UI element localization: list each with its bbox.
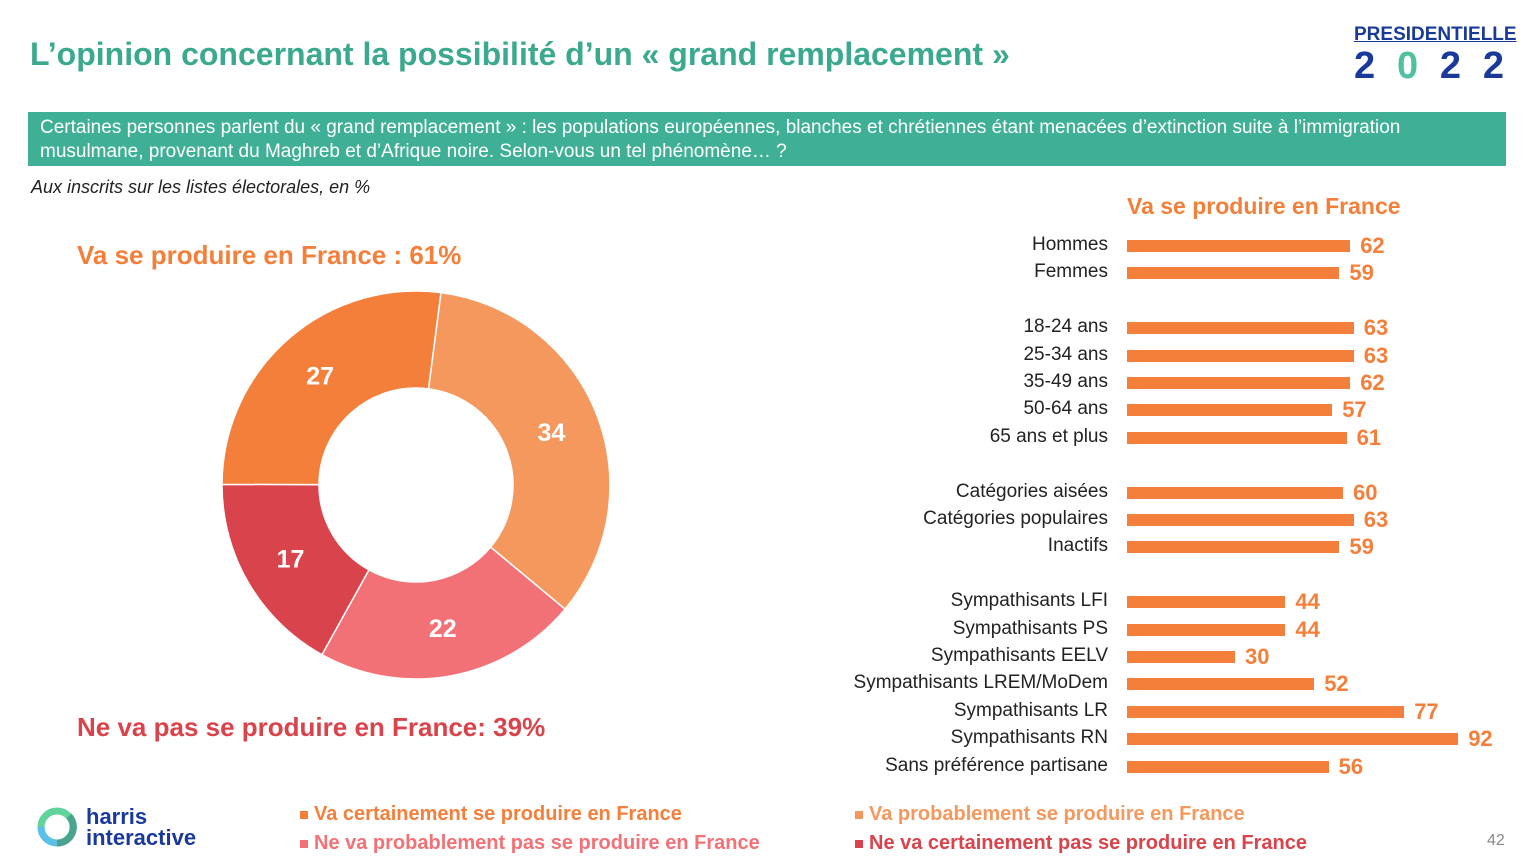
bar <box>1127 240 1351 252</box>
bar-row: Inactifs 59 <box>0 534 1535 560</box>
presidentielle-2022-logo: PRESIDENTIELLE 2 0 2 2 <box>1354 24 1517 87</box>
bar <box>1127 705 1405 718</box>
bar <box>1127 349 1354 362</box>
bar-row: Catégories aisées 60 <box>0 479 1535 505</box>
bar-value-label: 60 <box>1353 479 1378 505</box>
bar-value-label: 52 <box>1324 671 1349 697</box>
page-title: L’opinion concernant la possibilité d’un… <box>30 36 1010 72</box>
bar-value-label: 92 <box>1468 726 1493 752</box>
donut-slice <box>221 290 442 486</box>
bar-row: Sympathisants LREM/MoDem 52 <box>0 671 1535 697</box>
legend-item: Ne va certainement pas se produire en Fr… <box>855 832 1307 855</box>
bar <box>1127 678 1315 691</box>
bar <box>1127 541 1340 554</box>
bar-value-label: 44 <box>1295 589 1320 615</box>
bar-category-label: Hommes <box>1031 234 1108 255</box>
bar-row: Sympathisants PS 44 <box>0 616 1535 642</box>
bar-value-label: 62 <box>1360 233 1385 258</box>
bar-row: Sympathisants LR 77 <box>0 698 1535 724</box>
bar-row: Hommes 62 <box>0 233 1535 258</box>
harris-ring-icon <box>37 807 77 847</box>
bar-row: Sans préférence partisane 56 <box>0 753 1535 779</box>
bar-chart-title: Va se produire en France <box>1127 193 1401 219</box>
bar <box>1127 377 1351 389</box>
bar-value-label: 63 <box>1363 342 1389 368</box>
bar-category-label: Sympathisants RN <box>950 727 1108 749</box>
bar-row: Sympathisants EELV 30 <box>0 644 1535 669</box>
bar <box>1127 623 1286 636</box>
donut-slice-label: 17 <box>277 546 305 574</box>
bar-value-label: 61 <box>1356 424 1382 450</box>
bar <box>1127 514 1354 526</box>
bar <box>1127 404 1333 417</box>
bar-row: 25-34 ans 63 <box>0 342 1535 368</box>
bar-row: 18-24 ans 63 <box>0 315 1535 341</box>
bar-category-label: Inactifs <box>1047 535 1108 557</box>
bar-row: Sympathisants LFI 44 <box>0 589 1535 615</box>
legend-item: Va certainement se produire en France <box>300 803 682 826</box>
bar-category-label: Sympathisants PS <box>952 617 1108 639</box>
bar-category-label: Sans préférence partisane <box>885 754 1108 776</box>
bar <box>1127 596 1286 609</box>
bar <box>1127 322 1354 335</box>
bar-value-label: 56 <box>1338 753 1364 779</box>
bar <box>1127 486 1343 499</box>
bar-value-label: 30 <box>1245 644 1270 669</box>
bar-category-label: 18-24 ans <box>1023 316 1108 338</box>
bar-value-label: 63 <box>1363 507 1389 532</box>
bar-value-label: 44 <box>1295 616 1320 642</box>
bar-value-label: 59 <box>1349 260 1374 286</box>
bar-category-label: 25-34 ans <box>1023 343 1108 365</box>
page-number: 42 <box>1487 832 1505 849</box>
question-banner: Certaines personnes parlent du « grand r… <box>28 112 1506 166</box>
donut-slice-label: 27 <box>306 363 334 391</box>
donut-slice-label: 34 <box>538 419 566 447</box>
bar <box>1127 760 1329 773</box>
bar-category-label: Sympathisants LREM/MoDem <box>853 672 1108 694</box>
donut-slice-label: 22 <box>429 615 457 643</box>
bar <box>1127 431 1347 444</box>
bar-category-label: Sympathisants LFI <box>950 590 1108 612</box>
bar-row: Catégories populaires 63 <box>0 507 1535 532</box>
bar <box>1127 651 1235 663</box>
bar-value-label: 59 <box>1349 534 1374 560</box>
bar-category-label: Catégories populaires <box>923 508 1108 529</box>
bar-category-label: 50-64 ans <box>1023 398 1108 420</box>
legend-item: Ne va probablement pas se produire en Fr… <box>300 832 760 855</box>
bar-row: 50-64 ans 57 <box>0 397 1535 423</box>
basis-note: Aux inscrits sur les listes électorales,… <box>31 177 371 197</box>
bar-row: Sympathisants RN 92 <box>0 726 1535 752</box>
donut-slice <box>427 291 611 611</box>
donut-slice <box>221 483 370 656</box>
bar <box>1127 267 1340 280</box>
bar-value-label: 77 <box>1414 698 1439 724</box>
bar-category-label: Sympathisants LR <box>953 699 1108 721</box>
bar-row: 65 ans et plus 61 <box>0 424 1535 450</box>
bar <box>1127 733 1459 746</box>
bar-row: Femmes 59 <box>0 260 1535 286</box>
bar-category-label: Sympathisants EELV <box>930 645 1108 666</box>
bar-category-label: Catégories aisées <box>955 480 1108 502</box>
bar-category-label: 65 ans et plus <box>989 425 1108 447</box>
donut-slice <box>320 546 567 680</box>
bar-value-label: 62 <box>1360 370 1385 395</box>
bar-category-label: 35-49 ans <box>1023 371 1108 392</box>
harris-interactive-logo: harris interactive <box>36 806 196 853</box>
bar-category-label: Femmes <box>1034 261 1108 283</box>
summary-no: Ne va pas se produire en France: 39% <box>77 712 546 742</box>
summary-yes: Va se produire en France : 61% <box>77 240 462 270</box>
bar-value-label: 57 <box>1342 397 1367 423</box>
bar-row: 35-49 ans 62 <box>0 370 1535 395</box>
legend-item: Va probablement se produire en France <box>855 803 1245 826</box>
bar-value-label: 63 <box>1363 315 1389 341</box>
donut-chart: 34 22 17 27 <box>221 290 611 680</box>
